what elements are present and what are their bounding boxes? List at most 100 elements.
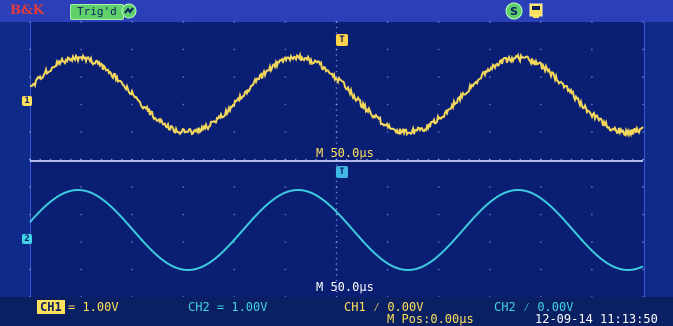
- grid-dot: [182, 186, 184, 188]
- grid-dot: [540, 186, 542, 188]
- grid-tick: [336, 115, 338, 117]
- grid-dot: [489, 49, 491, 51]
- grid-dot: [387, 241, 389, 243]
- grid-dot: [131, 76, 133, 78]
- horizontal-position: M Pos:0.00µs: [387, 312, 474, 326]
- grid-tick: [336, 54, 338, 56]
- ch1-badge[interactable]: CH1: [37, 300, 65, 314]
- grid-dot: [387, 186, 389, 188]
- grid-dot: [591, 269, 593, 271]
- grid-dot: [642, 241, 644, 243]
- ch1-level-marker[interactable]: 1: [22, 96, 32, 106]
- grid-tick: [336, 120, 338, 122]
- grid-dot: [540, 104, 542, 106]
- grid-dot: [438, 186, 440, 188]
- grid-dot: [131, 131, 133, 133]
- grid-dot: [233, 49, 235, 51]
- grid-dot: [591, 214, 593, 216]
- grid-tick: [336, 98, 338, 100]
- grid-dot: [642, 131, 644, 133]
- grid-dot: [591, 76, 593, 78]
- grid-dot: [438, 49, 440, 51]
- ch2-scale: CH2 = 1.00V: [188, 300, 267, 314]
- grid-dot: [642, 269, 644, 271]
- grid-dot: [131, 104, 133, 106]
- grid-dot: [642, 21, 644, 23]
- grid-dot: [438, 214, 440, 216]
- grid-tick: [336, 236, 338, 238]
- grid-dot: [591, 131, 593, 133]
- trigger-marker-ch1[interactable]: T: [336, 34, 348, 46]
- grid-tick: [336, 93, 338, 95]
- grid-dot: [182, 49, 184, 51]
- ch1-waveform: [30, 55, 643, 135]
- timestamp: 12-09-14 11:13:50: [535, 312, 658, 326]
- grid-dot: [438, 131, 440, 133]
- grid-tick: [336, 192, 338, 194]
- grid-dot: [285, 76, 287, 78]
- grid-tick: [336, 126, 338, 128]
- grid-dot: [540, 241, 542, 243]
- grid-dot: [285, 131, 287, 133]
- grid-dot: [642, 104, 644, 106]
- grid-tick: [336, 142, 338, 144]
- grid-dot: [29, 214, 31, 216]
- grid-dot: [182, 241, 184, 243]
- grid-tick: [336, 203, 338, 205]
- grid-tick: [336, 87, 338, 89]
- grid-dot: [387, 269, 389, 271]
- grid-dot: [642, 49, 644, 51]
- grid-dot: [387, 49, 389, 51]
- grid-dot: [233, 214, 235, 216]
- grid-dot: [80, 104, 82, 106]
- grid-dot: [285, 269, 287, 271]
- grid-dot: [80, 186, 82, 188]
- grid-dot: [642, 186, 644, 188]
- grid-dot: [29, 186, 31, 188]
- grid-dot: [233, 131, 235, 133]
- grid-tick: [336, 104, 338, 106]
- grid-dot: [591, 241, 593, 243]
- grid-tick: [336, 60, 338, 62]
- timebase-label-ch2: M 50.0µs: [316, 280, 374, 294]
- ch2-level-marker[interactable]: 2: [22, 234, 32, 244]
- grid-dot: [438, 76, 440, 78]
- grid-tick: [336, 208, 338, 210]
- grid-dot: [438, 241, 440, 243]
- grid-tick: [336, 269, 338, 271]
- ch1-scale: = 1.00V: [68, 300, 119, 314]
- grid-tick: [336, 65, 338, 67]
- grid-dot: [285, 104, 287, 106]
- grid-dot: [29, 131, 31, 133]
- grid-dot: [285, 241, 287, 243]
- grid-dot: [233, 21, 235, 23]
- grid-dot: [438, 269, 440, 271]
- grid-dot: [489, 186, 491, 188]
- grid-tick: [336, 241, 338, 243]
- grid-dot: [540, 21, 542, 23]
- grid-dot: [131, 269, 133, 271]
- trigger-marker-ch2[interactable]: T: [336, 166, 348, 178]
- grid-dot: [80, 49, 82, 51]
- grid-tick: [336, 230, 338, 232]
- grid-dot: [285, 214, 287, 216]
- grid-tick: [336, 214, 338, 216]
- grid-dot: [29, 21, 31, 23]
- grid-dot: [29, 49, 31, 51]
- grid-tick: [336, 71, 338, 73]
- grid-dot: [29, 269, 31, 271]
- grid-dot: [285, 186, 287, 188]
- grid-dot: [438, 104, 440, 106]
- grid-dot: [489, 269, 491, 271]
- grid-dot: [233, 76, 235, 78]
- grid-dot: [387, 76, 389, 78]
- grid-tick: [336, 131, 338, 133]
- grid-dot: [540, 214, 542, 216]
- grid-dot: [80, 76, 82, 78]
- grid-dot: [285, 21, 287, 23]
- grid-dot: [233, 269, 235, 271]
- grid-dot: [131, 241, 133, 243]
- grid-dot: [642, 214, 644, 216]
- grid-dot: [80, 214, 82, 216]
- grid-dot: [80, 269, 82, 271]
